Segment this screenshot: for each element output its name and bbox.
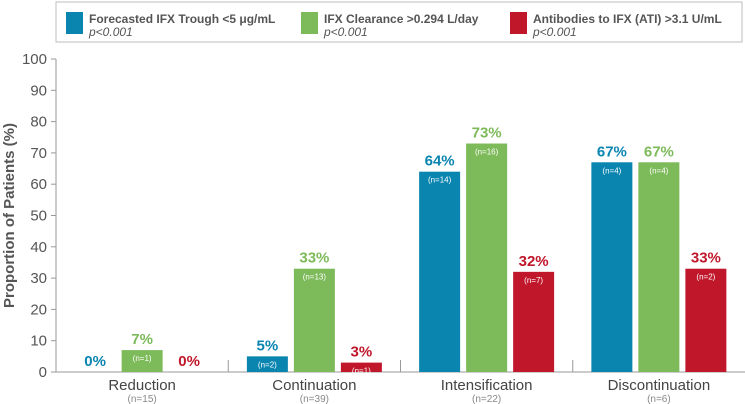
bar-count-label: (n=2) [258, 360, 277, 369]
data-label: 67% [597, 143, 627, 160]
x-tick-label: Discontinuation [608, 377, 711, 394]
legend-entry: Forecasted IFX Trough <5 μg/mL [89, 12, 275, 26]
bar [638, 162, 680, 372]
legend-swatch [66, 12, 83, 34]
category-count-label: (n=15) [128, 394, 157, 404]
category-count-label: (n=6) [647, 394, 671, 404]
data-label: 7% [131, 331, 153, 348]
y-tick-label: 10 [30, 333, 47, 350]
y-tick-label: 0 [39, 364, 47, 381]
data-label: 33% [299, 250, 329, 267]
category-count-label: (n=39) [300, 394, 329, 404]
y-tick-label: 90 [30, 82, 47, 99]
x-tick-label: Reduction [108, 377, 176, 394]
legend-swatch [510, 12, 527, 34]
data-label: 3% [351, 344, 373, 361]
y-tick-label: 70 [30, 145, 47, 162]
legend-box [55, 1, 743, 43]
x-tick-label: Intensification [441, 377, 533, 394]
bar [591, 162, 633, 372]
legend: Forecasted IFX Trough <5 μg/mLp<0.001IFX… [55, 1, 743, 43]
bars [121, 143, 727, 372]
data-label: 67% [644, 143, 674, 160]
y-tick-label: 50 [30, 208, 47, 225]
bar-count-label: (n=7) [524, 276, 543, 285]
data-label: 33% [691, 250, 721, 267]
data-label: 64% [425, 153, 455, 170]
bar [340, 362, 382, 372]
bar-count-label: (n=4) [649, 166, 668, 175]
legend-p-value: p<0.001 [323, 25, 368, 39]
bar [419, 171, 461, 372]
bar-count-label: (n=4) [602, 166, 621, 175]
bar-count-label: (n=13) [303, 273, 327, 282]
y-tick-label: 80 [30, 114, 47, 131]
bar-count-label: (n=1) [352, 367, 371, 376]
bar [246, 356, 288, 372]
y-tick-label: 100 [22, 51, 47, 68]
y-tick-label: 30 [30, 270, 47, 287]
category-count-label: (n=22) [472, 394, 501, 404]
y-axis-label: Proportion of Patients (%) [1, 123, 18, 308]
bar-count-label: (n=16) [475, 148, 499, 157]
y-tick-label: 40 [30, 239, 47, 256]
data-label: 73% [472, 125, 502, 142]
legend-swatch [301, 12, 318, 34]
data-label: 0% [84, 353, 106, 370]
legend-entry: Antibodies to IFX (ATI) >3.1 U/mL [533, 12, 722, 26]
data-label: 5% [257, 337, 279, 354]
data-label: 32% [519, 253, 549, 270]
bar [293, 268, 335, 372]
bar [685, 268, 727, 372]
bar-count-label: (n=2) [696, 273, 715, 282]
bar [513, 271, 555, 372]
bar-count-label: (n=1) [133, 354, 152, 363]
y-tick-label: 60 [30, 176, 47, 193]
axes: 0 10 20 30 40 50 60 70 80 90 100 Reduction(n=15) Con… [22, 51, 745, 404]
bar-count-label: (n=14) [428, 176, 452, 185]
x-tick-label: Continuation [272, 377, 356, 394]
y-tick-label: 20 [30, 301, 47, 318]
bar [466, 143, 508, 372]
legend-p-value: p<0.001 [88, 25, 133, 39]
data-labels: 0% 7% (n=1) 0% 5% (n=2) 33% (n=13) 3% (n=1) 64% (n=… [84, 125, 721, 376]
data-label: 0% [178, 353, 200, 370]
legend-entry: IFX Clearance >0.294 L/day [324, 12, 479, 26]
legend-p-value: p<0.001 [532, 25, 577, 39]
bar [121, 350, 163, 372]
